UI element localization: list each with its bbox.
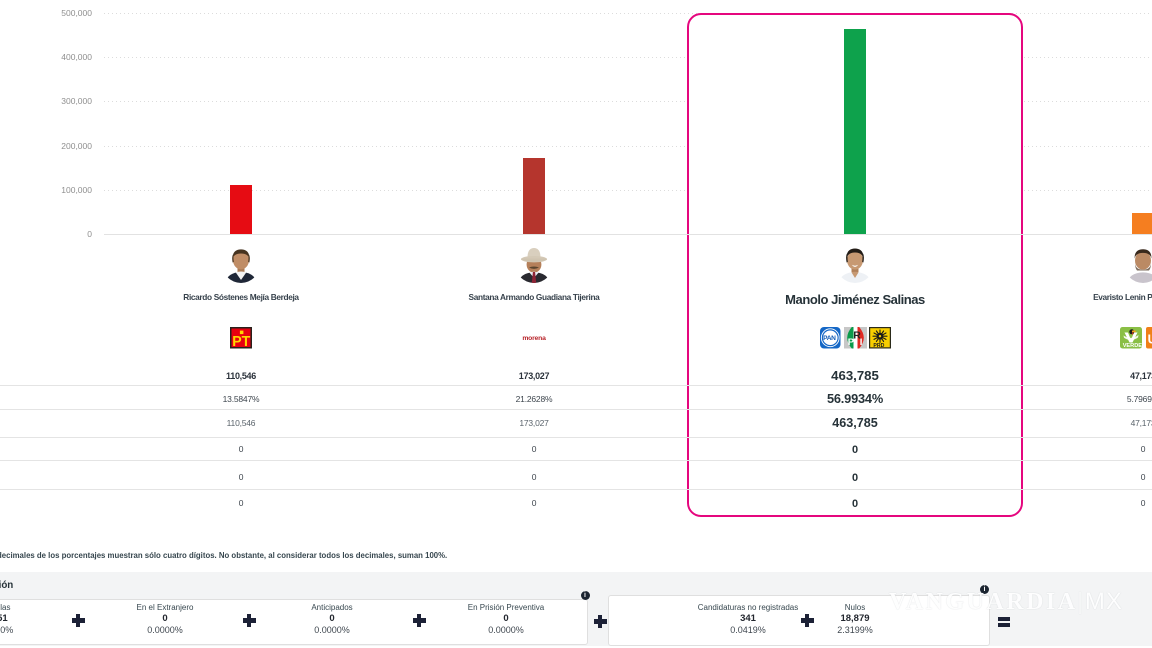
svg-text:PT: PT [232,333,250,349]
svg-text:I: I [859,337,862,348]
svg-text:R: R [853,330,861,342]
svg-text:PRD: PRD [873,343,884,349]
svg-text:VERDE: VERDE [1123,343,1142,349]
svg-text:PAN: PAN [823,335,836,342]
svg-text:P: P [847,337,854,348]
svg-text:U: U [1148,333,1152,347]
